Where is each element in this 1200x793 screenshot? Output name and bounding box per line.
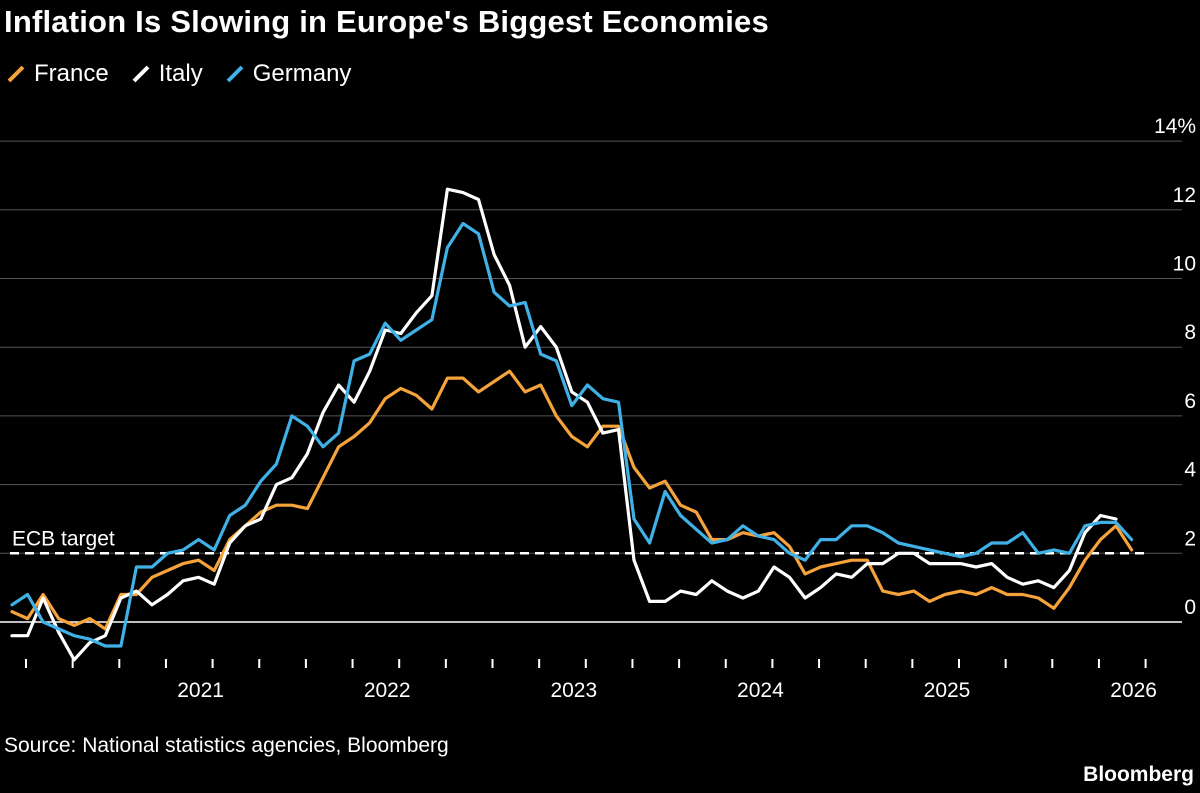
x-tick-label: 2023 xyxy=(550,679,597,702)
y-tick-label: 6 xyxy=(1184,390,1196,413)
y-tick-label: 10 xyxy=(1173,253,1196,276)
y-tick-label: 12 xyxy=(1173,184,1196,207)
legend-item-france: France xyxy=(6,60,109,88)
series-line-france xyxy=(10,369,1134,631)
x-tick-label: 2021 xyxy=(177,679,224,702)
x-tick-label: 2026 xyxy=(1110,679,1157,702)
legend-item-germany: Germany xyxy=(225,60,352,88)
legend-swatch-germany xyxy=(226,65,244,83)
legend: France Italy Germany xyxy=(6,60,351,88)
y-tick-label: 14% xyxy=(1154,115,1196,138)
x-tick-label: 2024 xyxy=(737,679,784,702)
x-tick-label: 2025 xyxy=(924,679,971,702)
bloomberg-logo: Bloomberg xyxy=(1083,763,1194,786)
series-line-germany xyxy=(10,221,1134,648)
y-tick-label: 0 xyxy=(1184,596,1196,619)
y-tick-label: 8 xyxy=(1184,321,1196,344)
ecb-target-label: ECB target xyxy=(12,527,115,550)
legend-item-italy: Italy xyxy=(131,60,203,88)
y-tick-label: 4 xyxy=(1184,459,1196,482)
x-tick-label: 2022 xyxy=(364,679,411,702)
y-tick-label: 2 xyxy=(1184,527,1196,550)
legend-label-france: France xyxy=(34,60,109,87)
legend-label-italy: Italy xyxy=(158,60,203,87)
source-note: Source: National statistics agencies, Bl… xyxy=(4,734,449,757)
chart-title: Inflation Is Slowing in Europe's Biggest… xyxy=(4,4,769,39)
legend-swatch-france xyxy=(7,65,25,83)
legend-swatch-italy xyxy=(132,65,150,83)
series-line-italy xyxy=(10,187,1118,662)
legend-label-germany: Germany xyxy=(252,60,352,87)
